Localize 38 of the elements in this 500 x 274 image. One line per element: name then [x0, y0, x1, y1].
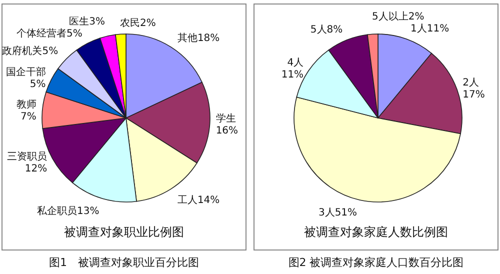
- data-label: 12%: [24, 163, 48, 174]
- data-label: 3%: [89, 16, 106, 28]
- data-label: 5%: [66, 28, 82, 40]
- slice-label: 教师: [16, 100, 36, 111]
- data-label: 13%: [76, 206, 100, 218]
- text: 被调查对象家庭人数比例图: [304, 225, 448, 239]
- text: 图1 被调查对象职业百分比图: [49, 256, 199, 269]
- data-label: 11%: [426, 24, 450, 35]
- slice-label: 1人: [410, 24, 427, 35]
- data-label: 7%: [20, 112, 36, 123]
- data-label: 11%: [281, 69, 304, 80]
- slice-label: 3人: [318, 208, 335, 219]
- slice-label: 私企职员: [36, 206, 77, 218]
- slice-label: 其他: [177, 32, 198, 44]
- slice-label: 农民: [120, 18, 140, 30]
- data-label: 5%: [42, 46, 58, 58]
- text: 被调查对象职业比例图: [64, 225, 184, 239]
- slice-label: 4人: [287, 57, 304, 68]
- data-label: 14%: [197, 195, 220, 206]
- data-label: 18%: [197, 32, 220, 44]
- data-label: 17%: [462, 90, 485, 101]
- data-label: 51%: [334, 208, 358, 219]
- text: 图2 被调查对象家庭人口数百分比图: [288, 256, 464, 269]
- slice-label: 5人以上: [372, 12, 408, 23]
- slice-label: 工人: [177, 195, 198, 206]
- slice-label: 个体经营者: [16, 28, 67, 40]
- slice-label: 三资职员: [7, 150, 48, 162]
- data-label: 8%: [326, 24, 343, 36]
- slice-label: 政府机关: [2, 46, 42, 58]
- slice-label: 5人: [310, 24, 327, 36]
- slice-label: 医生: [69, 16, 90, 28]
- data-label: 2%: [140, 18, 156, 30]
- slice-label: 学生: [216, 112, 236, 125]
- slice-label: 2人: [462, 78, 480, 89]
- data-label: 5%: [30, 79, 46, 90]
- data-label: 2%: [408, 12, 424, 23]
- data-label: 16%: [216, 126, 238, 137]
- slice-label: 国企干部: [6, 66, 46, 78]
